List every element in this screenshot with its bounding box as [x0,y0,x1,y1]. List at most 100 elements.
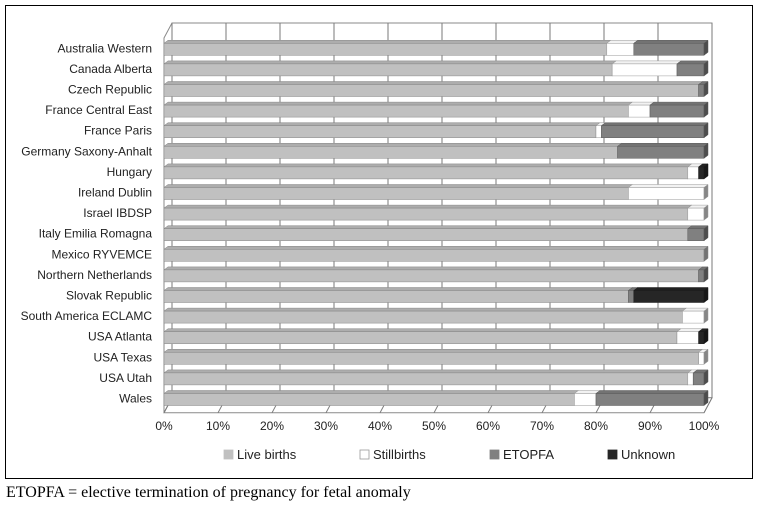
category-label: Canada Alberta [69,62,152,76]
bar-segment [606,43,635,56]
chart-frame: 0% 10% 20% 30% 40% 50% 60% 70% 80% 90% 100% Austral… [5,5,753,479]
bar-top-face [163,101,634,106]
bar-segment [676,63,705,77]
bar-segment [682,310,705,324]
category-label: USA Atlanta [88,330,152,344]
bar-segment [595,125,602,138]
bar-top-face [595,390,709,394]
x-tick-label: 90% [638,419,662,433]
category-label: Hungary [107,165,152,179]
bar-end-cap [703,39,709,56]
bar-top-face [163,287,634,291]
bar-segment [633,290,705,303]
bar-segment [601,125,705,138]
bar-top-face [163,266,704,271]
bar-top-face [649,101,709,106]
bar-segment [698,352,705,365]
x-tick-label: 60% [476,419,500,433]
legend-swatch [223,449,234,460]
category-label: Slovak Republic [66,289,152,303]
bar-segment [698,269,705,283]
category-label: South America ECLAMC [21,309,153,323]
category-label: Wales [119,392,152,406]
x-tick-label: 100% [689,419,720,433]
bar-segment [163,125,597,138]
bar-segment [163,84,699,97]
bar-segment [163,187,629,200]
x-tick-label: 30% [314,419,338,433]
bar-segment [163,146,618,159]
bar-segment [163,352,699,365]
bar-end-cap [703,101,709,118]
bar-top-face [163,390,580,394]
bar-top-face [611,60,682,65]
bar-segment [163,290,629,303]
bar-segment [163,269,699,283]
legend-label: Live births [237,447,297,462]
bar-segment [698,331,705,344]
bar-segment [163,228,689,241]
bar-top-face [163,60,617,65]
bar-segment [595,393,705,406]
bar-top-face [163,204,693,209]
category-label: USA Texas [94,350,152,364]
bar-top-face [633,287,709,291]
bar-top-face [600,122,709,126]
category-label: Italy Emilia Romagna [39,227,153,241]
bar-end-cap [703,245,709,262]
bar-top-face [163,246,709,250]
bar-top-face [163,328,682,332]
category-label: USA Utah [99,371,152,385]
x-tick-label: 50% [422,419,446,433]
bar-top-face [163,40,612,44]
bar-segment [163,249,705,262]
bar-top-face [606,40,639,44]
legend-swatch [359,449,370,460]
bar-top-face [627,184,709,188]
stacked-bar-chart: 0% 10% 20% 30% 40% 50% 60% 70% 80% 90% 100% Austral… [21,22,720,462]
x-tick-label: 10% [206,419,230,433]
bar-segment [163,63,613,77]
bar-top-face [681,307,709,312]
legend-label: ETOPFA [503,447,554,462]
legend-label: Stillbirths [373,447,426,462]
bar-top-face [163,307,688,312]
x-tick-label: 0% [155,419,173,433]
x-tick-label: 40% [368,419,392,433]
bar-top-face [163,163,693,168]
bar-segment [617,146,705,159]
category-label: France Central East [45,103,152,117]
bar-end-cap [703,287,709,303]
category-label: Germany Saxony-Anhalt [21,144,152,158]
bar-segment [163,104,629,118]
bar-top-face [163,81,704,85]
bar-segment [692,372,705,386]
bar-end-cap [703,60,709,77]
bar-end-cap [703,225,709,242]
category-label: Israel IBDSP [83,206,152,220]
bar-segment [163,372,689,386]
bar-segment [163,207,689,221]
bar-segment [649,104,705,118]
bar-end-cap [703,163,709,180]
bar-segment [687,372,694,386]
x-tick-label: 20% [260,419,284,433]
legend-label: Unknown [621,447,675,462]
bar-top-face [633,40,709,44]
bar-top-face [163,369,693,374]
x-tick-label: 70% [530,419,554,433]
bar-segment [698,84,705,97]
bar-segment [163,393,575,406]
category-label: Ireland Dublin [78,186,152,200]
category-label: France Paris [84,124,152,138]
bar-end-cap [703,369,709,386]
figure-caption: ETOPFA = elective termination of pregnan… [6,484,411,501]
bar-segment [628,187,705,200]
bar-segment [687,207,705,221]
bar-end-cap [703,184,709,200]
bar-segment [687,166,699,180]
bar-end-cap [703,142,709,159]
legend-swatch [489,449,500,460]
bar-segment [163,310,683,324]
bar-segment [163,43,608,56]
